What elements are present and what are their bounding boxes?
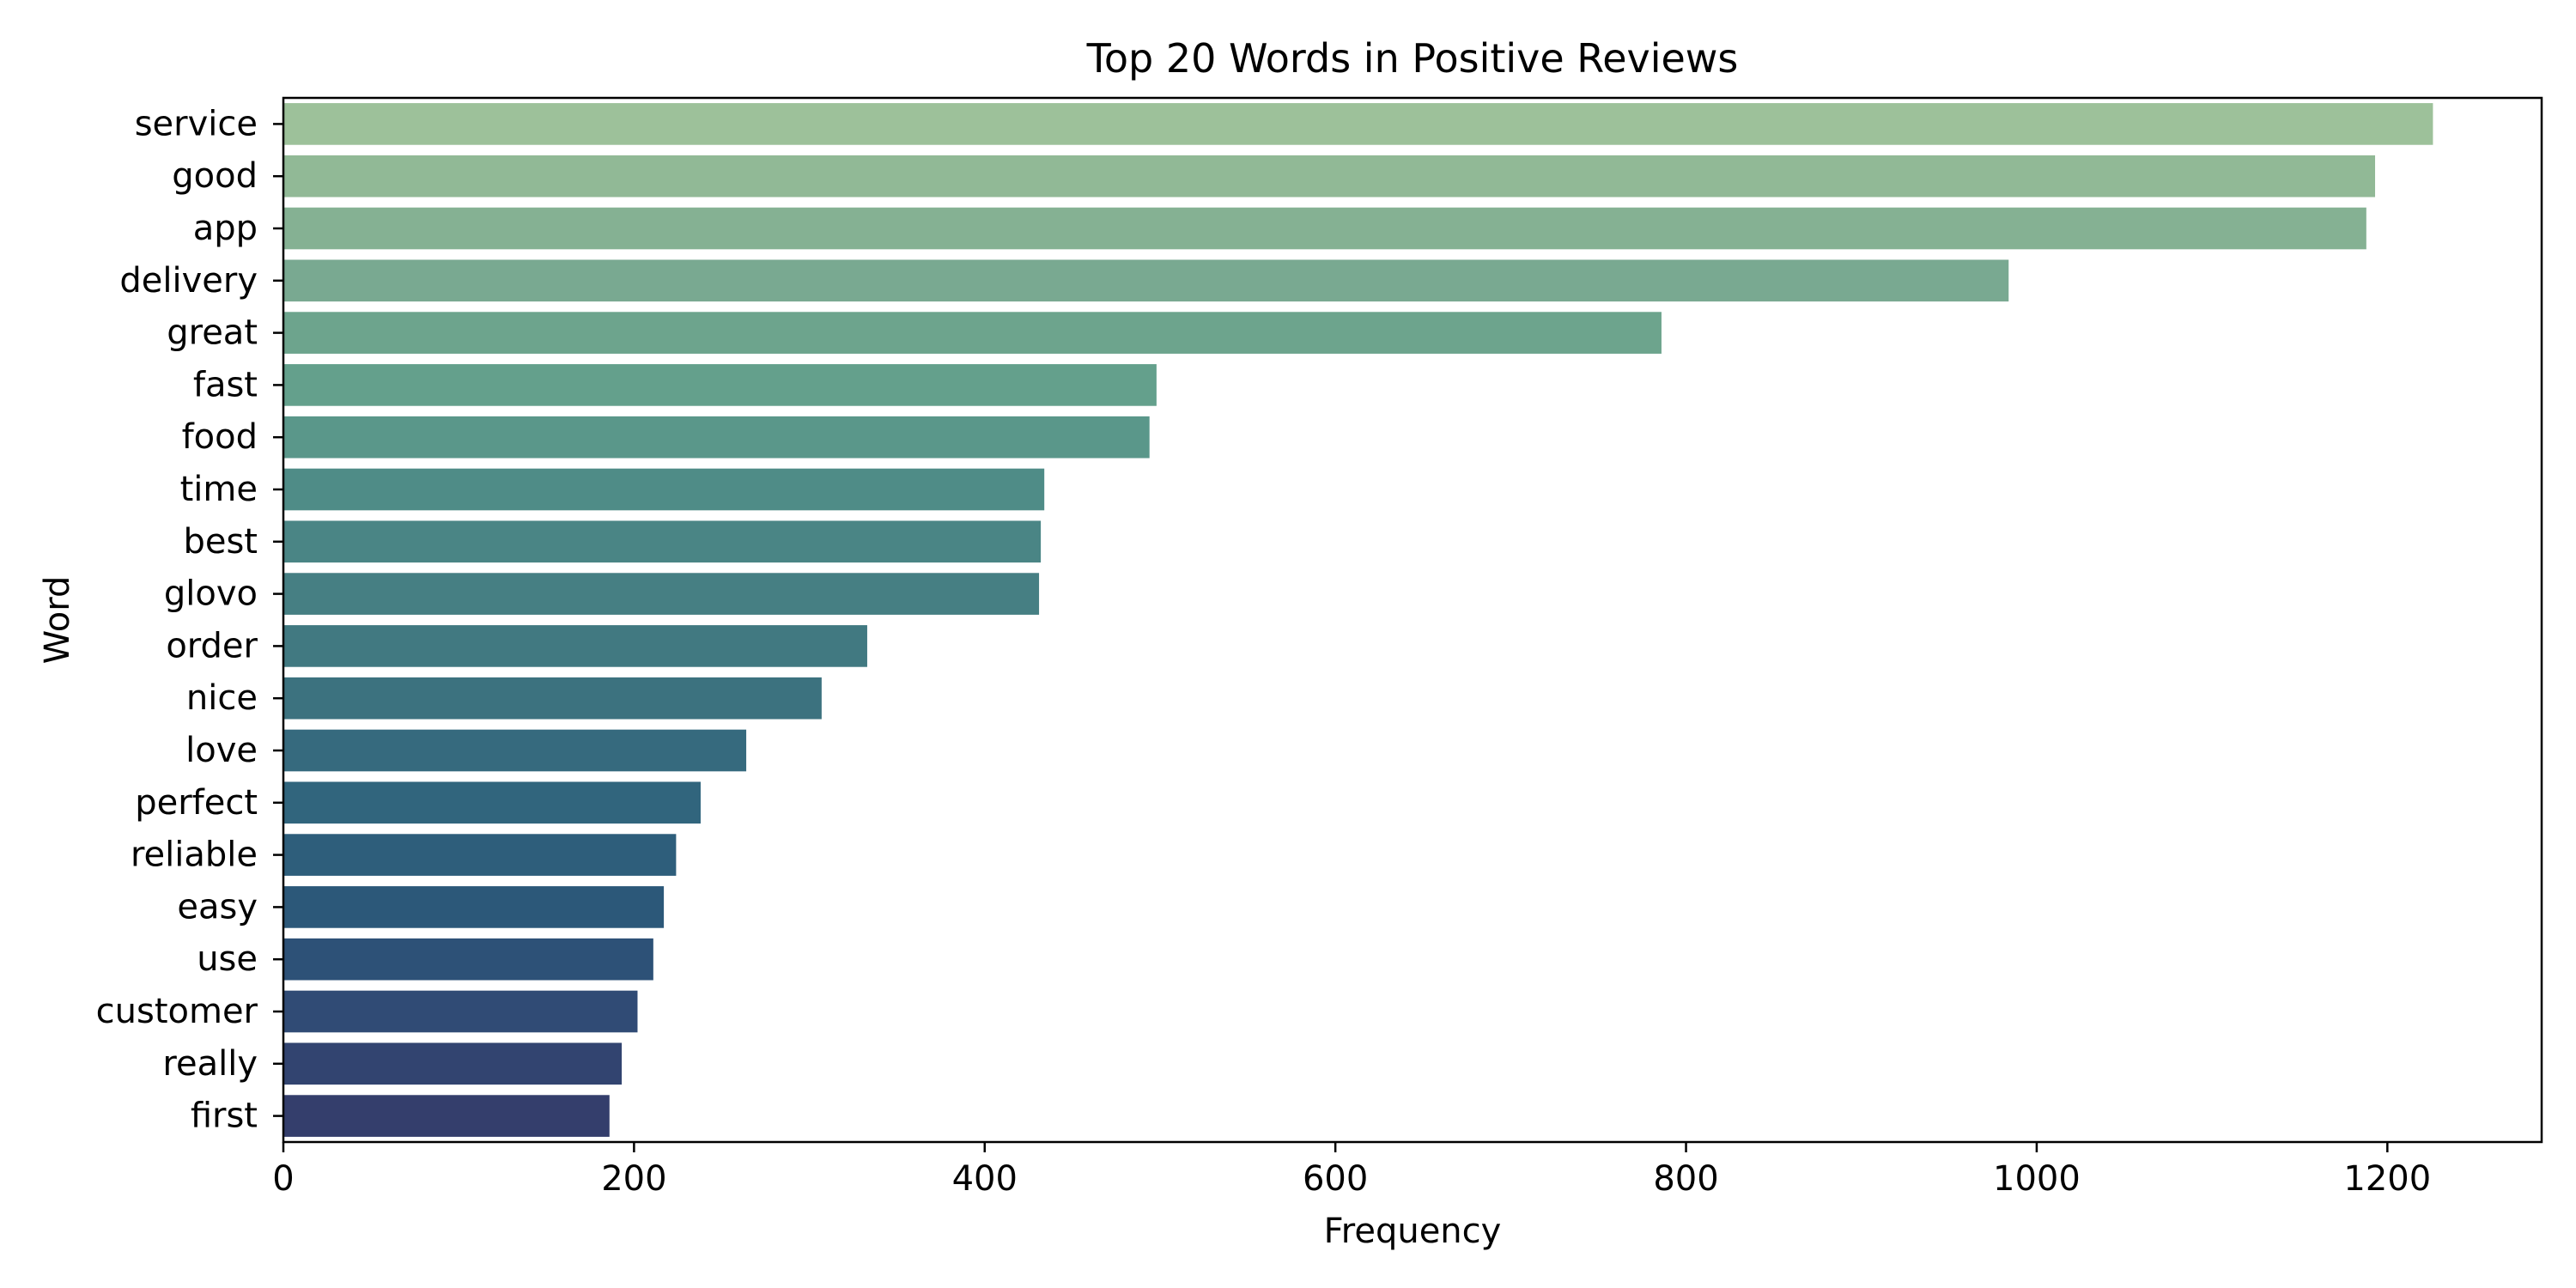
x-tick-label: 0 xyxy=(272,1159,294,1199)
bar-really xyxy=(283,1042,623,1085)
y-tick-label-customer: customer xyxy=(96,992,258,1031)
x-tick-label: 1200 xyxy=(2343,1159,2431,1199)
x-tick-label: 600 xyxy=(1303,1159,1368,1199)
x-tick-label: 1000 xyxy=(1993,1159,2081,1199)
x-tick-label: 200 xyxy=(601,1159,666,1199)
y-tick-label-delivery: delivery xyxy=(119,261,258,301)
bar-use xyxy=(283,938,653,981)
y-tick-label-order: order xyxy=(166,626,258,665)
bar-time xyxy=(283,468,1045,511)
x-tick-label: 800 xyxy=(1653,1159,1718,1199)
y-tick-label-first: first xyxy=(191,1097,258,1136)
bar-service xyxy=(283,103,2433,145)
y-tick-label-nice: nice xyxy=(186,678,258,718)
bar-love xyxy=(283,729,747,772)
bar-food xyxy=(283,416,1150,459)
y-tick-labels: service good app delivery great fast food time b… xyxy=(96,104,283,1136)
x-axis-label: Frequency xyxy=(1324,1212,1502,1251)
y-tick-label-easy: easy xyxy=(177,887,258,927)
y-tick-label-food: food xyxy=(182,417,258,457)
y-tick-label-perfect: perfect xyxy=(135,783,258,823)
y-tick-label-app: app xyxy=(193,209,258,248)
x-tick-label: 400 xyxy=(952,1159,1018,1199)
bar-customer xyxy=(283,990,638,1033)
bar-easy xyxy=(283,886,665,928)
plot-frame xyxy=(282,96,2543,1144)
bar-perfect xyxy=(283,781,701,824)
y-tick-label-best: best xyxy=(183,522,258,562)
y-tick-label-reliable: reliable xyxy=(131,835,258,875)
y-tick-label-fast: fast xyxy=(193,365,258,404)
bar-delivery xyxy=(283,259,2009,302)
y-tick-label-service: service xyxy=(135,104,258,143)
y-tick-label-use: use xyxy=(197,939,258,979)
bar-good xyxy=(283,155,2376,197)
bar-app xyxy=(283,207,2366,250)
bar-fast xyxy=(283,364,1157,406)
bar-best xyxy=(283,520,1042,563)
x-ticks: 0 200 400 600 800 1000 1200 xyxy=(272,1142,2431,1199)
bar-great xyxy=(283,312,1662,354)
y-tick-label-great: great xyxy=(167,313,258,353)
y-tick-label-good: good xyxy=(172,156,258,196)
y-tick-label-time: time xyxy=(180,470,258,509)
y-tick-label-love: love xyxy=(185,731,258,770)
bars-group xyxy=(283,103,2433,1137)
y-axis-label: Word xyxy=(38,576,77,665)
bar-glovo xyxy=(283,573,1040,615)
bar-first xyxy=(283,1095,610,1137)
bar-nice xyxy=(283,677,822,720)
chart-title: Top 20 Words in Positive Reviews xyxy=(1086,35,1739,82)
bar-order xyxy=(283,625,867,667)
y-tick-label-glovo: glovo xyxy=(164,574,258,614)
y-tick-label-really: really xyxy=(162,1044,258,1084)
bar-reliable xyxy=(283,834,677,876)
